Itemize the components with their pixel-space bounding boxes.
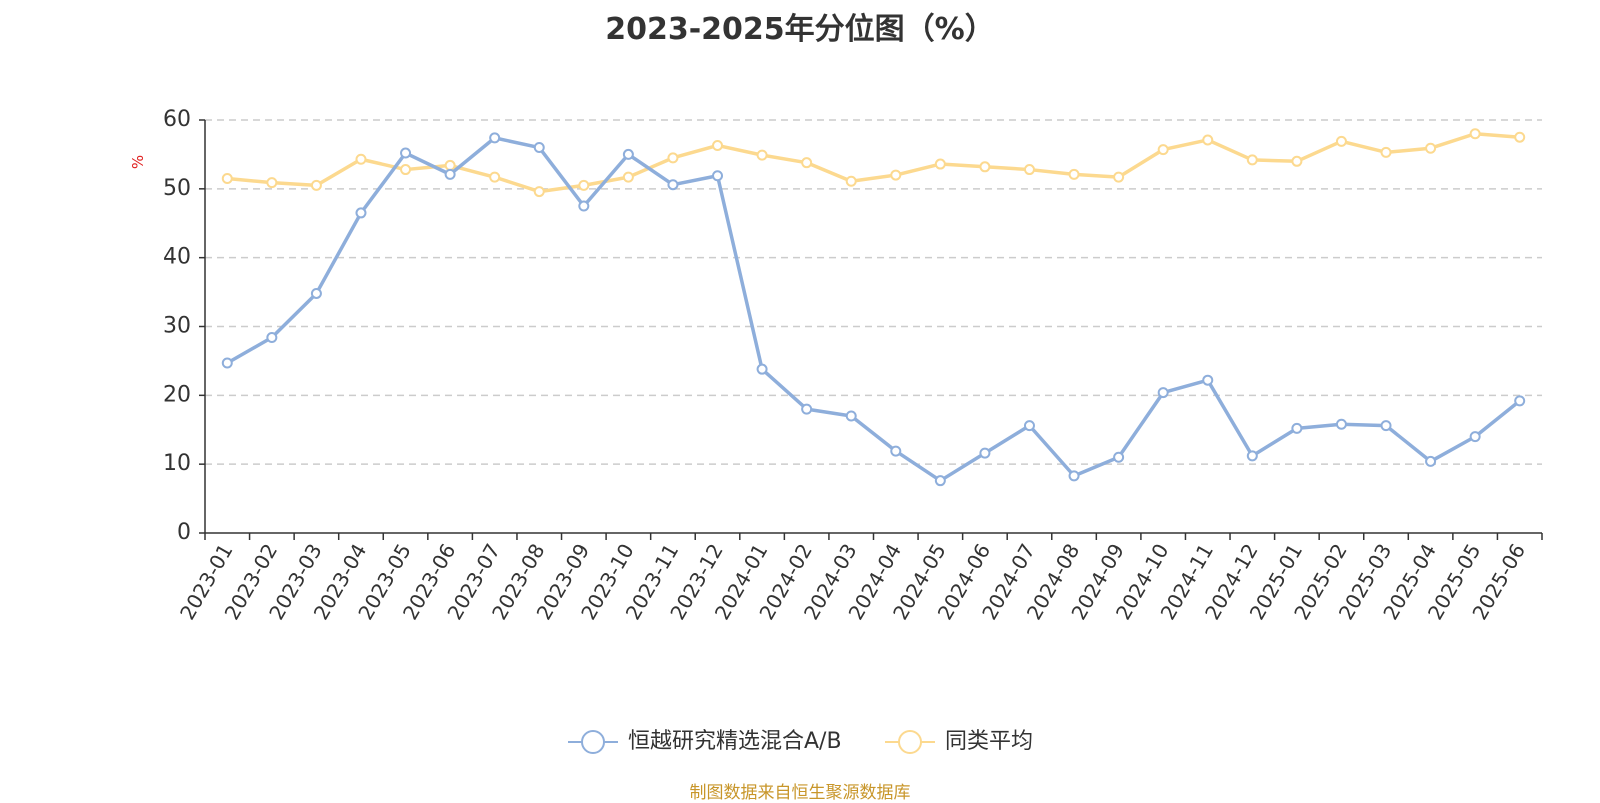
data-point [934, 158, 946, 170]
data-point [1023, 420, 1035, 432]
data-point [1380, 146, 1392, 158]
data-point [533, 142, 545, 154]
data-point [444, 159, 456, 171]
data-point [845, 410, 857, 422]
data-point [845, 175, 857, 187]
data-point [221, 357, 233, 369]
data-point [1514, 395, 1526, 407]
data-point [934, 475, 946, 487]
series-line [226, 136, 1521, 483]
data-point [1157, 387, 1169, 399]
y-tick-label: 40 [163, 245, 191, 270]
data-point [266, 332, 278, 344]
y-axis-label: % [129, 155, 147, 169]
y-tick-label: 60 [163, 107, 191, 132]
data-point [1335, 418, 1347, 430]
data-point [489, 171, 501, 183]
data-point [667, 179, 679, 191]
data-point [801, 157, 813, 169]
data-point [1291, 155, 1303, 167]
y-tick-label: 0 [177, 520, 191, 545]
data-point [1113, 171, 1125, 183]
data-point [533, 186, 545, 198]
data-point [1202, 374, 1214, 386]
legend-label: 同类平均 [945, 729, 1033, 754]
data-point [310, 179, 322, 191]
data-point [310, 287, 322, 299]
legend-label: 恒越研究精选混合A/B [628, 729, 842, 754]
data-point [1068, 470, 1080, 482]
data-point [1380, 420, 1392, 432]
data-point [578, 200, 590, 212]
data-point [890, 169, 902, 181]
y-tick-label: 20 [163, 382, 191, 407]
data-point [1113, 451, 1125, 463]
data-point [756, 363, 768, 375]
data-point [712, 139, 724, 151]
data-point [801, 403, 813, 415]
legend[interactable]: 恒越研究精选混合A/B 同类平均 [568, 729, 1033, 754]
y-tick-label: 10 [163, 451, 191, 476]
grid-lines [205, 119, 1542, 465]
legend-marker [898, 730, 922, 754]
series-line [227, 132, 1520, 194]
data-point [1246, 450, 1258, 462]
data-point [1291, 422, 1303, 434]
data-point [1068, 168, 1080, 180]
data-point [444, 168, 456, 180]
data-point [712, 170, 724, 182]
data-point [890, 445, 902, 457]
data-point [667, 152, 679, 164]
data-point [266, 177, 278, 189]
chart-title: 2023-2025年分位图（%） [605, 12, 995, 47]
data-point [489, 132, 501, 144]
data-point [1425, 455, 1437, 467]
data-point [979, 447, 991, 459]
data-point [1335, 135, 1347, 147]
data-point [578, 179, 590, 191]
legend-marker [581, 730, 605, 754]
data-point [400, 164, 412, 176]
series-lines [221, 128, 1526, 487]
axes: 0102030405060%2023-012023-022023-032023-… [129, 107, 1543, 624]
y-tick-label: 30 [163, 314, 191, 339]
data-point [1425, 142, 1437, 154]
data-point [1023, 164, 1035, 176]
data-point [1514, 131, 1526, 143]
data-point [756, 149, 768, 161]
data-point [400, 147, 412, 159]
data-point [1469, 128, 1481, 140]
data-point [355, 153, 367, 165]
data-point [622, 148, 634, 160]
y-tick-label: 50 [163, 176, 191, 201]
data-point [1157, 144, 1169, 156]
data-point [979, 161, 991, 173]
data-point [355, 207, 367, 219]
data-point [1202, 134, 1214, 146]
data-point [1246, 154, 1258, 166]
data-point [1469, 431, 1481, 443]
data-point [622, 171, 634, 183]
data-source-note: 制图数据来自恒生聚源数据库 [689, 783, 911, 803]
data-point [221, 173, 233, 185]
